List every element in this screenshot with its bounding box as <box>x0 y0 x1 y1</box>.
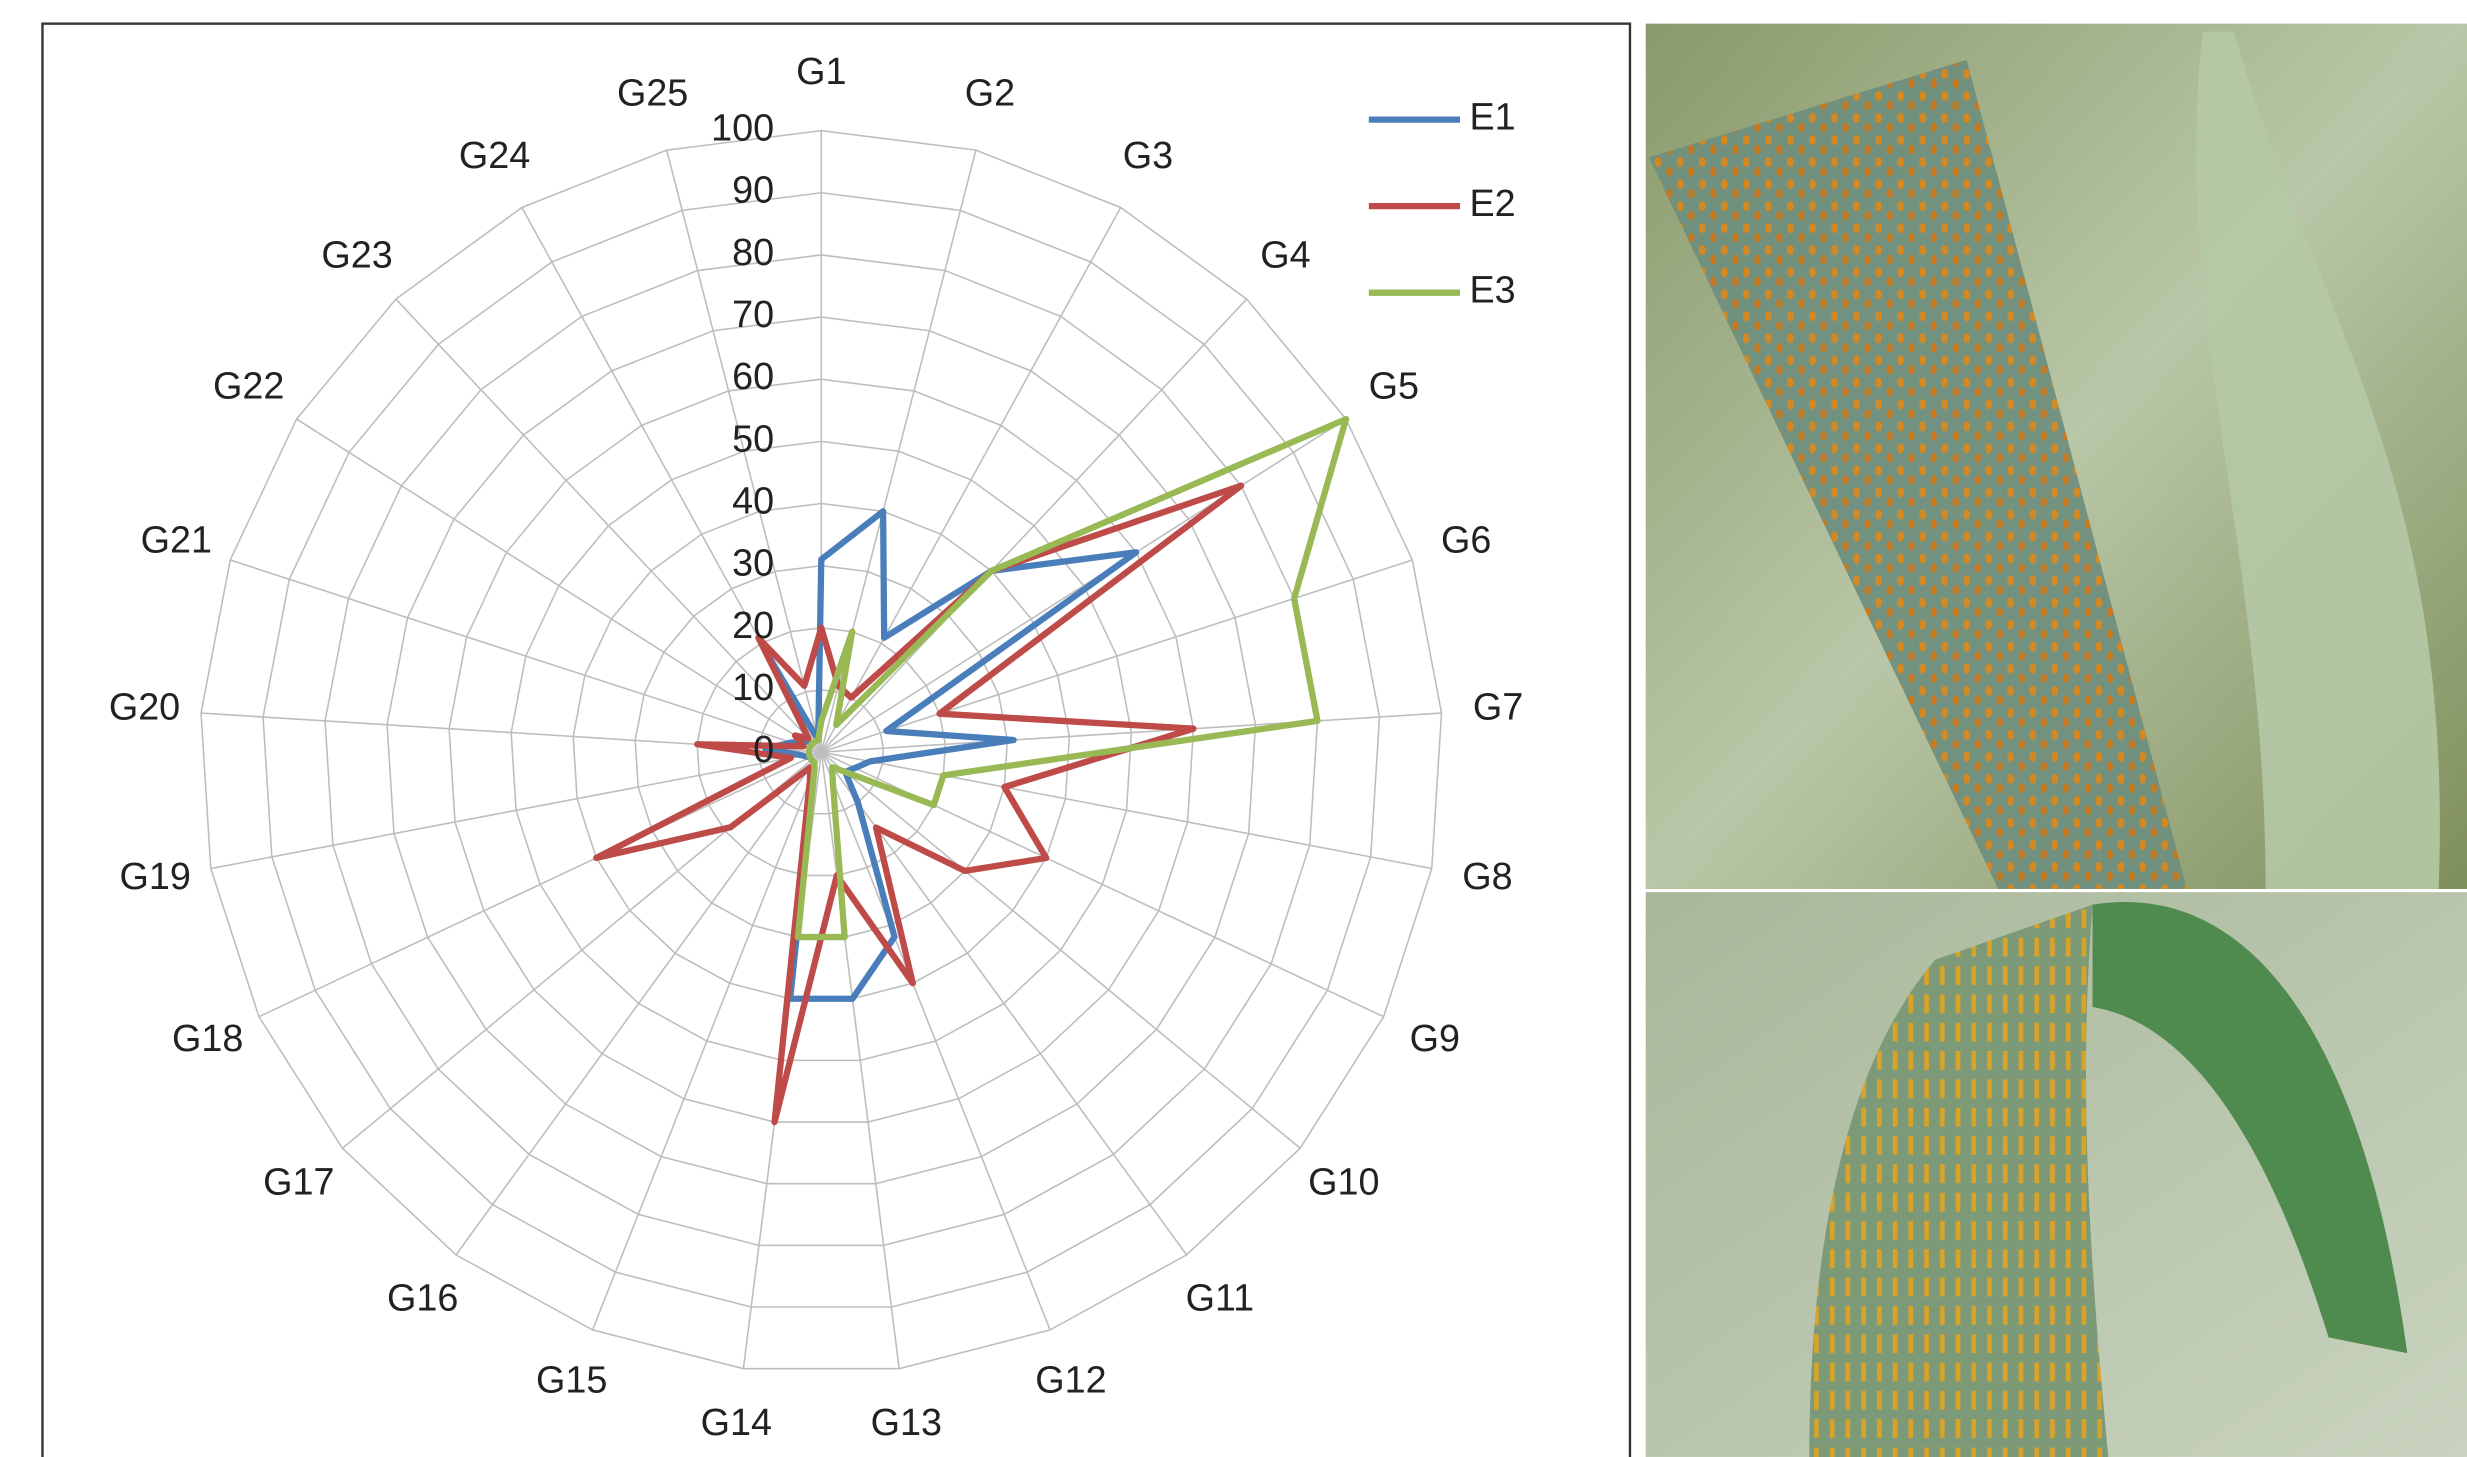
axis-label: G9 <box>1410 1018 1460 1060</box>
photo-top <box>1646 24 2467 889</box>
axis-label: G16 <box>387 1278 458 1320</box>
legend-label: E1 <box>1470 97 1516 139</box>
axis-label: G20 <box>109 686 180 728</box>
r-tick-label: 100 <box>711 108 774 150</box>
r-tick-label: 70 <box>732 294 774 336</box>
axis-label: G15 <box>536 1360 607 1402</box>
axis-label: G10 <box>1308 1161 1379 1203</box>
page: G1 G2 G3 G4 G5 G6 G7 G8 G9 G10 G11 G12 G13 G14 G15 G16 G… <box>0 0 2467 1457</box>
r-tick-label: 90 <box>732 170 774 212</box>
r-tick-label: 30 <box>732 543 774 585</box>
legend-label: E2 <box>1470 183 1516 225</box>
r-tick-label: 60 <box>732 356 774 398</box>
axis-label: G1 <box>796 51 846 93</box>
axis-label: G5 <box>1369 366 1419 408</box>
r-tick-label: 80 <box>732 232 774 274</box>
chart-frame <box>42 24 1630 1457</box>
axis-label: G3 <box>1123 135 1173 177</box>
photo-bottom <box>1646 892 2467 1457</box>
r-tick-label: 50 <box>732 418 774 460</box>
r-tick-label: 40 <box>732 480 774 522</box>
axis-label: G24 <box>459 135 530 177</box>
axis-label: G7 <box>1473 686 1523 728</box>
axis-label: G11 <box>1186 1278 1255 1320</box>
r-tick-label: 20 <box>732 605 774 647</box>
legend-label: E3 <box>1470 270 1516 312</box>
axis-label: G8 <box>1462 856 1512 898</box>
axis-label: G21 <box>141 520 212 562</box>
axis-label: G14 <box>701 1402 772 1444</box>
axis-label: G2 <box>965 72 1015 114</box>
axis-label: G17 <box>263 1161 334 1203</box>
axis-label: G18 <box>172 1018 243 1060</box>
axis-label: G13 <box>871 1402 942 1444</box>
axis-label: G25 <box>617 72 688 114</box>
r-tick-label: 0 <box>753 729 774 771</box>
r-tick-label: 10 <box>732 667 774 709</box>
axis-label: G4 <box>1260 235 1310 277</box>
axis-label: G23 <box>321 235 392 277</box>
axis-label: G19 <box>120 856 191 898</box>
axis-label: G6 <box>1441 520 1491 562</box>
axis-label: G12 <box>1035 1360 1106 1402</box>
axis-label: G22 <box>213 366 284 408</box>
